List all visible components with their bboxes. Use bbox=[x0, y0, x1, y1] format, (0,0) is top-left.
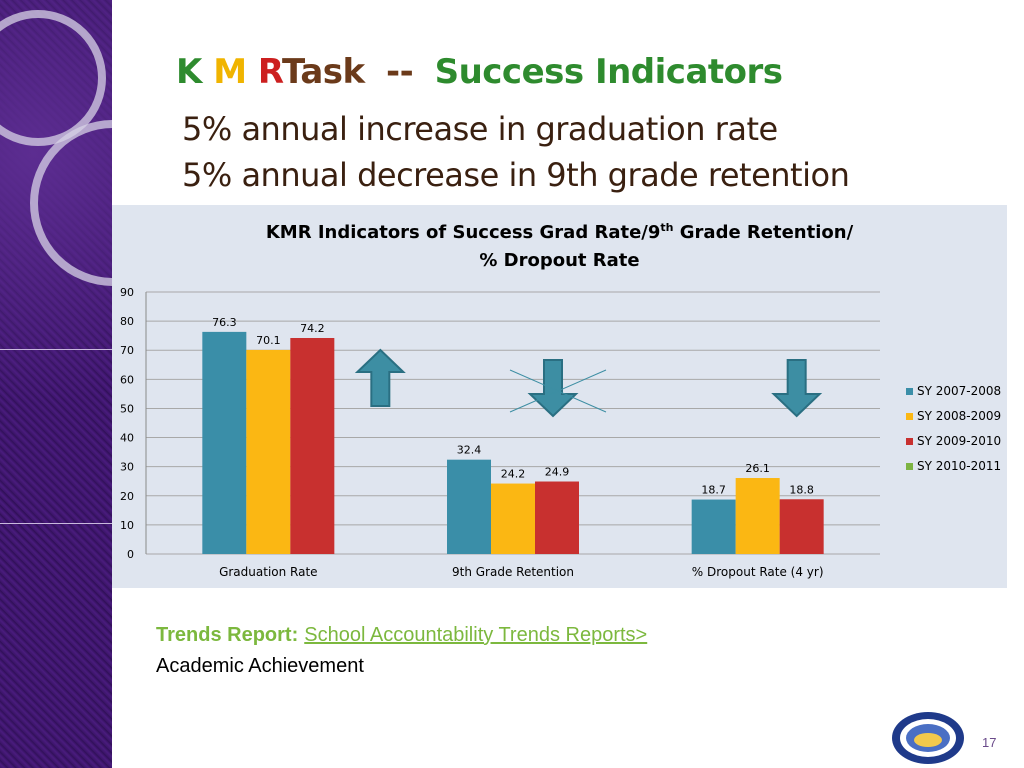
title-letter-r: R bbox=[257, 52, 283, 92]
data-label: 18.8 bbox=[789, 483, 814, 496]
category-label: Graduation Rate bbox=[219, 565, 317, 579]
legend-entry: SY 2008-2009 bbox=[917, 409, 1001, 423]
category-label: 9th Grade Retention bbox=[452, 565, 574, 579]
data-label: 74.2 bbox=[300, 322, 325, 335]
y-tick-label: 60 bbox=[120, 373, 134, 386]
y-tick-label: 50 bbox=[120, 402, 134, 415]
decorative-sidebar bbox=[0, 0, 112, 768]
page-number: 17 bbox=[982, 735, 997, 750]
title-letter-k: K bbox=[176, 52, 202, 92]
sidebar-divider bbox=[0, 523, 112, 524]
data-label: 70.1 bbox=[256, 334, 281, 347]
data-label: 24.2 bbox=[501, 468, 526, 481]
y-tick-label: 0 bbox=[127, 548, 134, 561]
chart-title-superscript: th bbox=[660, 221, 674, 234]
data-label: 76.3 bbox=[212, 316, 237, 329]
department-of-education-seal-icon bbox=[892, 712, 964, 764]
title-rest: Success Indicators bbox=[434, 52, 783, 92]
trends-report-link[interactable]: School Accountability Trends Reports> bbox=[304, 624, 648, 646]
subtitle-graduation: 5% annual increase in graduation rate bbox=[182, 110, 778, 148]
trends-report-line: Trends Report: School Accountability Tren… bbox=[156, 624, 647, 647]
title-dash: -- bbox=[386, 52, 414, 92]
legend-entry: SY 2009-2010 bbox=[917, 434, 1001, 448]
down-arrow-icon bbox=[771, 359, 823, 418]
y-tick-label: 90 bbox=[120, 286, 134, 299]
data-label: 18.7 bbox=[701, 484, 726, 497]
y-tick-label: 80 bbox=[120, 315, 134, 328]
slide-title: K M RTask -- Success Indicators bbox=[176, 52, 783, 92]
trends-report-label: Trends Report: bbox=[156, 624, 299, 646]
chart-title-text-end: Grade Retention/ bbox=[673, 222, 854, 243]
cross-line bbox=[509, 369, 607, 413]
data-label: 32.4 bbox=[457, 444, 482, 457]
bar bbox=[735, 478, 780, 554]
bar bbox=[779, 499, 824, 554]
y-tick-label: 30 bbox=[120, 461, 134, 474]
legend-entry: SY 2010-2011 bbox=[917, 459, 1001, 473]
down-arrow-icon bbox=[527, 359, 579, 418]
y-tick-label: 10 bbox=[120, 519, 134, 532]
data-label: 26.1 bbox=[745, 462, 770, 475]
bar bbox=[535, 481, 579, 554]
subtitle-retention: 5% annual decrease in 9th grade retentio… bbox=[182, 156, 850, 194]
bar bbox=[491, 483, 535, 554]
chart-panel: KMR Indicators of Success Grad Rate/9th … bbox=[112, 205, 1007, 588]
y-tick-label: 20 bbox=[120, 490, 134, 503]
data-label: 24.9 bbox=[545, 466, 570, 479]
legend-swatch bbox=[906, 463, 913, 470]
chart-title-text: KMR Indicators of Success Grad Rate/9 bbox=[265, 222, 661, 243]
bar bbox=[691, 499, 736, 554]
bar-chart: 0 10 20 30 40 50 60 70 80 90 76.3 70.1 74.2 Graduatio… bbox=[120, 286, 1001, 579]
bar bbox=[447, 459, 491, 554]
legend-entry: SY 2007-2008 bbox=[917, 384, 1001, 398]
title-task: Task bbox=[282, 52, 365, 92]
y-tick-label: 70 bbox=[120, 344, 134, 357]
chart-title-line1: KMR Indicators of Success Grad Rate/9th … bbox=[112, 221, 1007, 243]
y-tick-label: 40 bbox=[120, 432, 134, 445]
academic-achievement-text: Academic Achievement bbox=[156, 655, 364, 677]
sidebar-divider bbox=[0, 349, 112, 350]
legend-swatch bbox=[906, 438, 913, 445]
legend-swatch bbox=[906, 388, 913, 395]
legend-swatch bbox=[906, 413, 913, 420]
bar bbox=[246, 349, 291, 554]
up-arrow-icon bbox=[354, 348, 406, 407]
bar bbox=[202, 331, 247, 554]
sidebar-circle-decoration bbox=[0, 10, 106, 146]
bar bbox=[290, 337, 335, 554]
chart-title-line2: % Dropout Rate bbox=[479, 250, 640, 271]
title-letter-m: M bbox=[213, 52, 247, 92]
category-label: % Dropout Rate (4 yr) bbox=[692, 565, 824, 579]
